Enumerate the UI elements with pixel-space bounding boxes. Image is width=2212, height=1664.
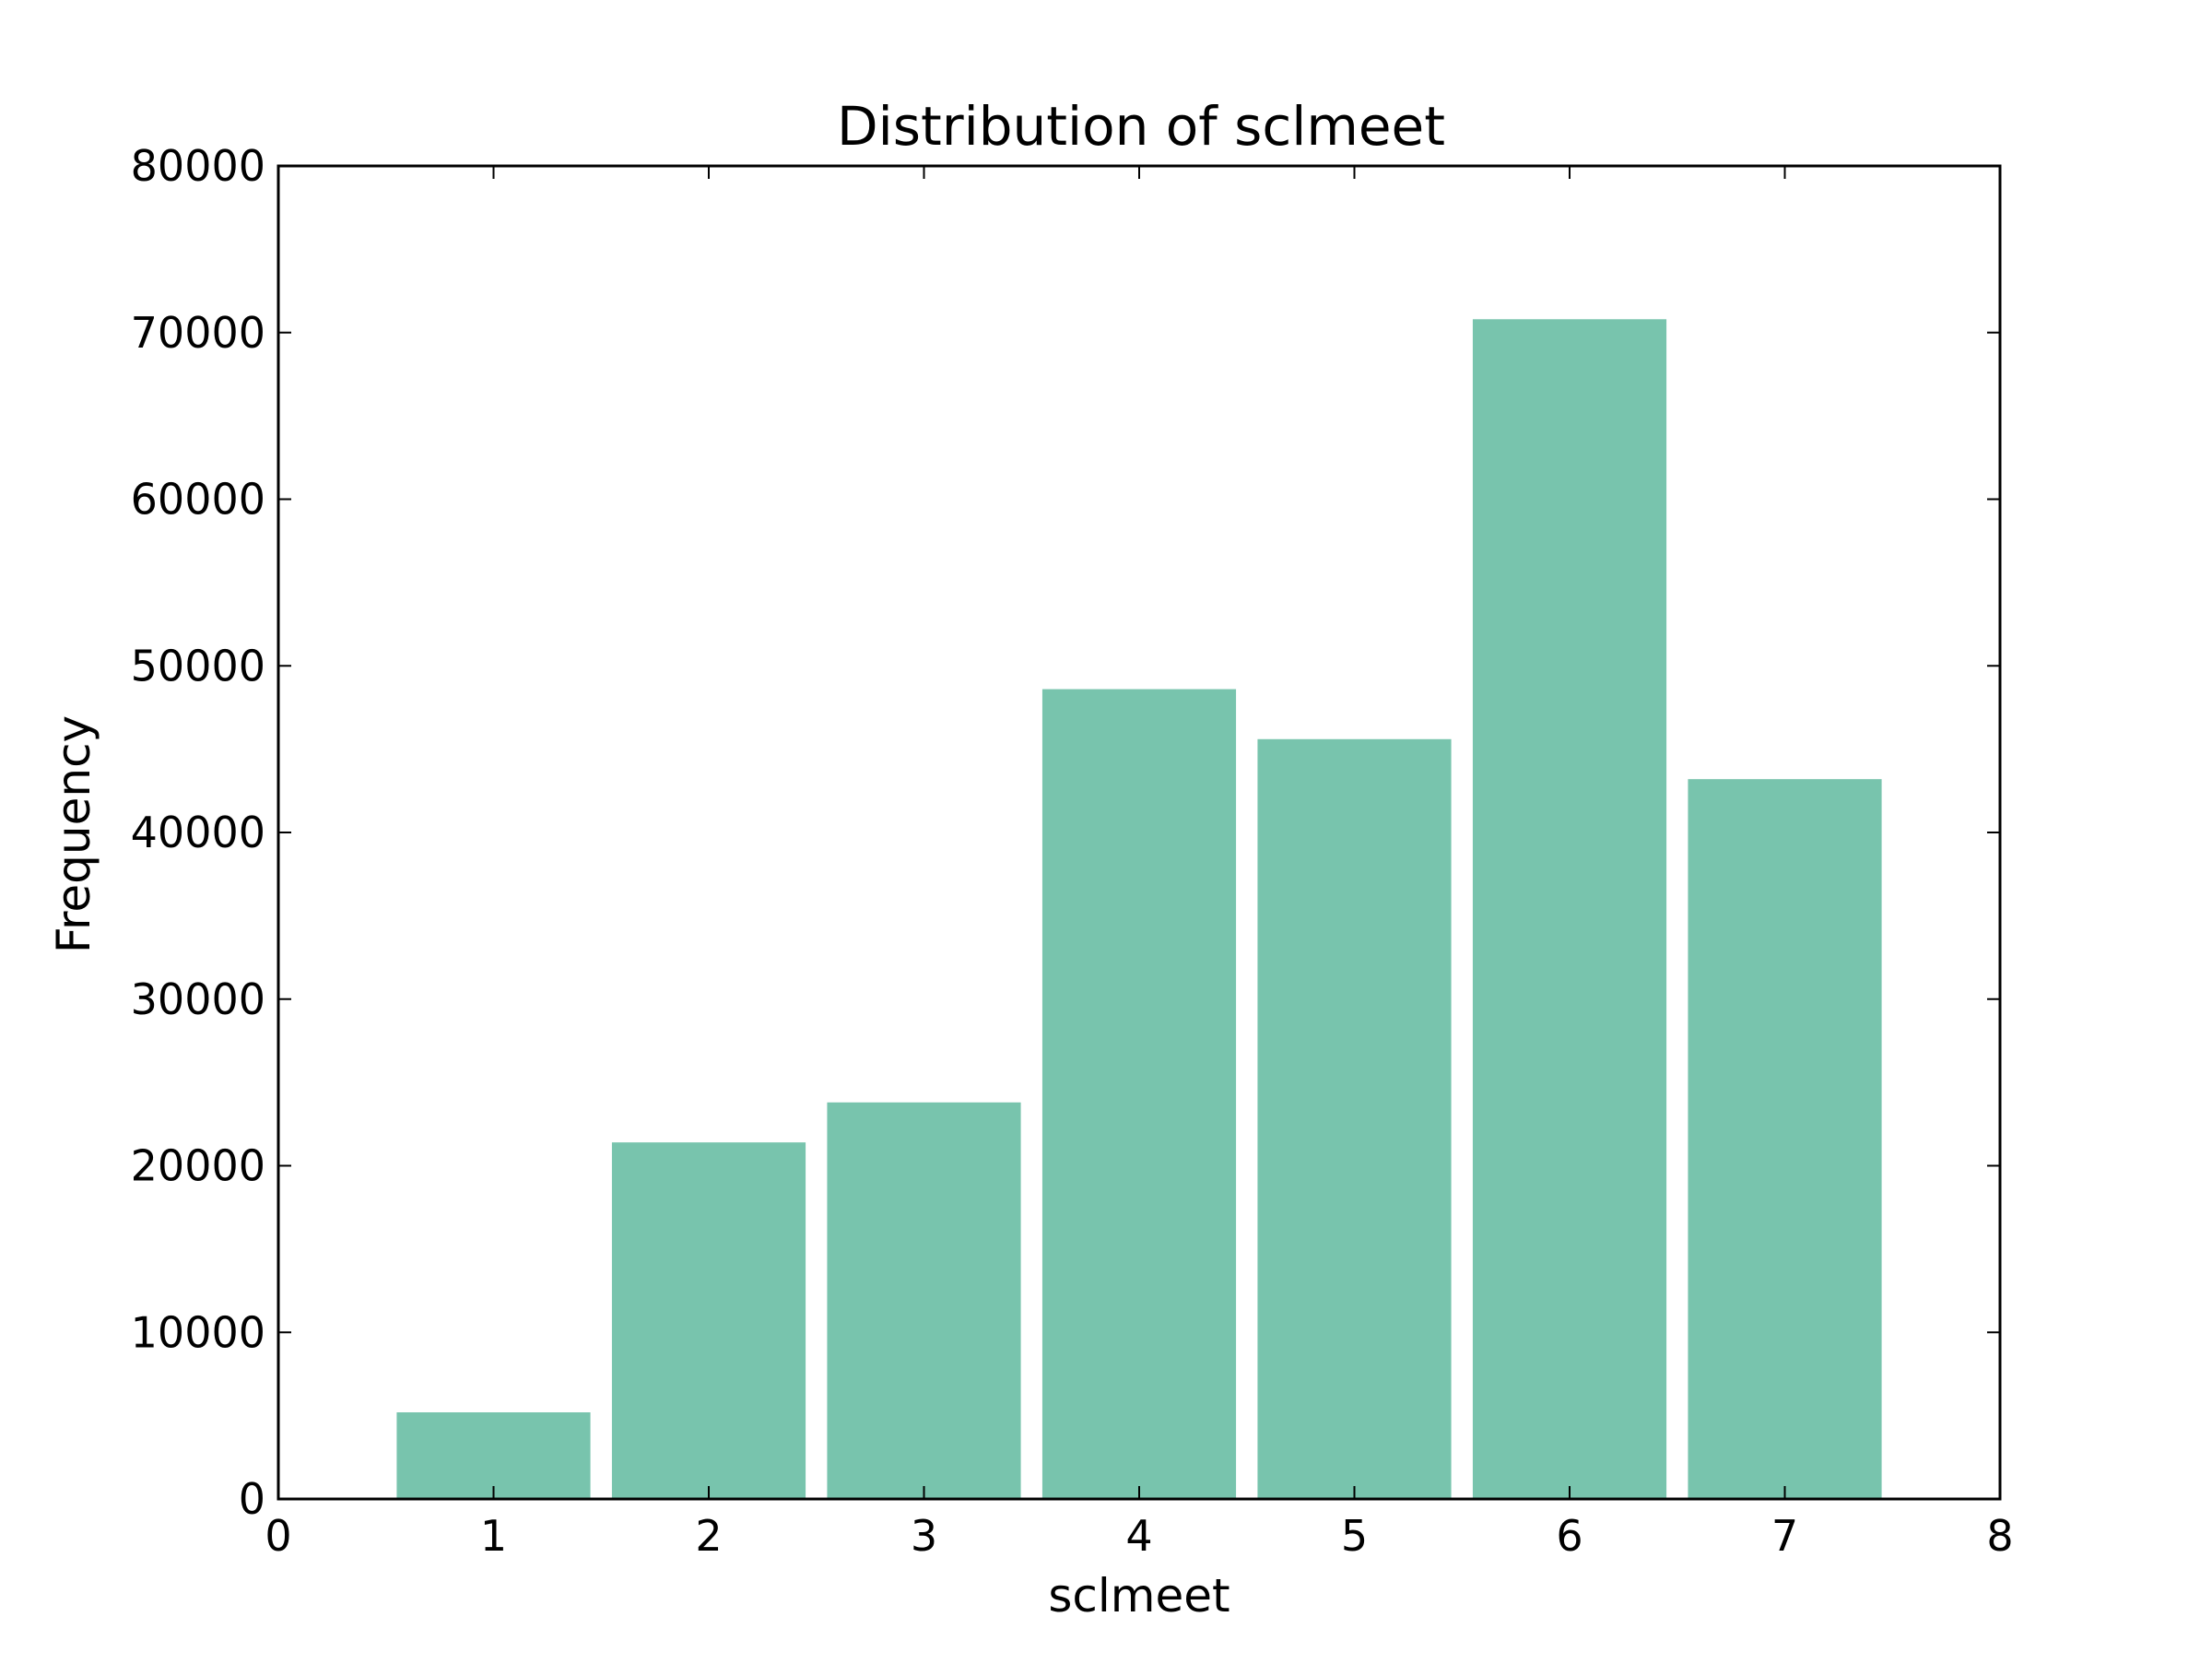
bar-2: [611, 1142, 806, 1499]
x-tick-label: 7: [1771, 1511, 1798, 1561]
bar-4: [1041, 689, 1237, 1499]
bar-1: [396, 1412, 591, 1499]
bar-7: [1688, 779, 1882, 1499]
ticks-layer: 0 1 2 3 4 5 6 7 8 0 10000 20000 30000 40000 50000 60000…: [131, 141, 2014, 1561]
x-axis-label: sclmeet: [1048, 1569, 1230, 1623]
y-tick-label: 20000: [131, 1141, 265, 1191]
y-tick-label: 40000: [131, 808, 265, 857]
x-tick-label: 2: [695, 1511, 722, 1561]
y-tick-label: 60000: [131, 475, 265, 525]
y-tick-label: 50000: [131, 641, 265, 690]
x-tick-label: 5: [1341, 1511, 1368, 1561]
y-tick-label: 10000: [131, 1307, 265, 1357]
y-tick-label: 30000: [131, 974, 265, 1024]
bar-6: [1472, 319, 1667, 1499]
bar-3: [827, 1102, 1021, 1499]
x-tick-label: 0: [265, 1511, 291, 1561]
x-tick-label: 4: [1125, 1511, 1152, 1561]
bars-layer: [396, 319, 1882, 1499]
chart-title: Distribution of sclmeet: [837, 95, 1445, 158]
bar-5: [1257, 738, 1452, 1499]
x-tick-label: 1: [480, 1511, 507, 1561]
x-tick-label: 6: [1556, 1511, 1583, 1561]
y-tick-label: 70000: [131, 308, 265, 358]
y-axis-label: Frequency: [47, 715, 100, 953]
y-tick-label: 80000: [131, 141, 265, 191]
x-tick-label: 8: [1986, 1511, 2013, 1561]
y-tick-label: 0: [239, 1474, 265, 1524]
plot-frame: [276, 164, 2002, 1501]
x-tick-label: 3: [911, 1511, 937, 1561]
